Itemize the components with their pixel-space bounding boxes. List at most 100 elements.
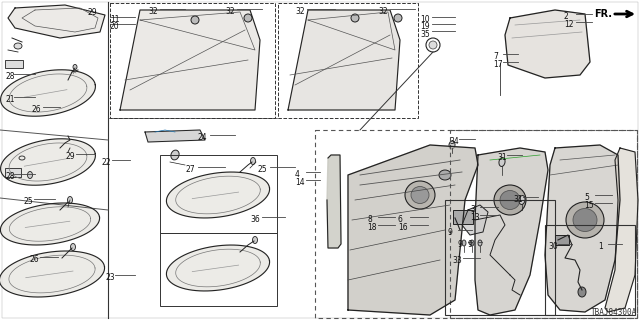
Text: 2: 2 — [564, 12, 569, 21]
Text: 29: 29 — [88, 8, 98, 17]
Bar — [545, 225, 635, 315]
Text: 31: 31 — [513, 195, 523, 204]
Polygon shape — [1, 70, 95, 116]
Text: 6: 6 — [398, 215, 403, 224]
Text: 25: 25 — [24, 197, 34, 206]
Polygon shape — [1, 139, 95, 185]
Text: 32: 32 — [148, 7, 157, 16]
Bar — [315, 130, 637, 318]
Ellipse shape — [191, 16, 199, 24]
Polygon shape — [348, 145, 478, 315]
Text: 20: 20 — [110, 22, 120, 31]
Ellipse shape — [449, 141, 455, 149]
Text: 9: 9 — [448, 228, 453, 237]
Ellipse shape — [439, 170, 451, 180]
Ellipse shape — [478, 240, 482, 246]
Text: 29: 29 — [65, 152, 75, 161]
Ellipse shape — [70, 244, 76, 251]
Ellipse shape — [566, 202, 604, 238]
Ellipse shape — [394, 14, 402, 22]
Ellipse shape — [73, 65, 77, 69]
Text: 4: 4 — [295, 170, 300, 179]
Bar — [278, 3, 418, 118]
Text: 28: 28 — [5, 72, 15, 81]
Polygon shape — [0, 251, 104, 297]
Polygon shape — [327, 155, 341, 248]
Text: 36: 36 — [250, 215, 260, 224]
Polygon shape — [475, 148, 548, 315]
Text: 28: 28 — [5, 172, 15, 181]
Ellipse shape — [519, 196, 525, 204]
Text: TBAJ84300A: TBAJ84300A — [591, 308, 637, 317]
Text: 9: 9 — [458, 240, 463, 249]
Ellipse shape — [28, 172, 33, 179]
Ellipse shape — [250, 157, 255, 164]
Ellipse shape — [578, 287, 586, 297]
Text: 3: 3 — [470, 205, 475, 214]
Text: 26: 26 — [30, 255, 40, 264]
Text: 31: 31 — [497, 153, 507, 162]
Bar — [160, 233, 277, 306]
Polygon shape — [288, 10, 400, 110]
Ellipse shape — [244, 14, 252, 22]
Text: 10: 10 — [420, 15, 429, 24]
Ellipse shape — [171, 150, 179, 160]
Text: 27: 27 — [186, 165, 196, 174]
Text: 12: 12 — [564, 20, 573, 29]
Text: 9: 9 — [468, 240, 473, 249]
Ellipse shape — [411, 187, 429, 204]
Text: 16: 16 — [398, 223, 408, 232]
Polygon shape — [166, 245, 269, 291]
Bar — [555, 235, 569, 245]
Bar — [110, 3, 275, 118]
Bar — [5, 60, 23, 68]
Text: 23: 23 — [105, 273, 115, 282]
Ellipse shape — [14, 43, 22, 49]
Text: 19: 19 — [420, 22, 429, 31]
Polygon shape — [8, 5, 105, 38]
Text: 15: 15 — [584, 201, 594, 210]
Text: 24: 24 — [198, 133, 207, 142]
Text: 32: 32 — [295, 7, 305, 16]
Ellipse shape — [573, 209, 597, 231]
Polygon shape — [505, 10, 590, 78]
Text: 22: 22 — [102, 158, 111, 167]
Polygon shape — [545, 145, 620, 312]
Text: 32: 32 — [225, 7, 235, 16]
Bar — [453, 210, 473, 224]
Polygon shape — [605, 148, 638, 312]
Polygon shape — [145, 130, 205, 142]
Ellipse shape — [253, 236, 257, 244]
Text: FR.: FR. — [594, 9, 612, 19]
Text: 1: 1 — [598, 242, 603, 251]
Text: 35: 35 — [420, 30, 429, 39]
Text: 30: 30 — [548, 242, 557, 251]
Text: 11: 11 — [110, 15, 120, 24]
Ellipse shape — [351, 14, 359, 22]
Text: 7: 7 — [493, 52, 498, 61]
Polygon shape — [120, 10, 260, 110]
Bar — [160, 155, 277, 233]
Text: 17: 17 — [493, 60, 502, 69]
Bar — [445, 200, 555, 315]
Bar — [5, 168, 21, 177]
Ellipse shape — [429, 41, 437, 49]
Text: 5: 5 — [584, 193, 589, 202]
Text: 34: 34 — [449, 137, 459, 146]
Text: 26: 26 — [32, 105, 42, 114]
Polygon shape — [166, 172, 269, 218]
Ellipse shape — [462, 240, 466, 246]
Ellipse shape — [470, 240, 474, 246]
Text: 33: 33 — [452, 256, 461, 265]
Text: 21: 21 — [5, 95, 15, 104]
Text: 18: 18 — [367, 223, 376, 232]
Ellipse shape — [494, 185, 526, 215]
Text: 32: 32 — [378, 7, 388, 16]
Polygon shape — [1, 203, 100, 245]
Ellipse shape — [500, 190, 520, 210]
Text: 8: 8 — [367, 215, 372, 224]
Ellipse shape — [67, 196, 72, 204]
Ellipse shape — [499, 157, 505, 166]
Polygon shape — [462, 205, 488, 235]
Bar — [450, 130, 637, 318]
